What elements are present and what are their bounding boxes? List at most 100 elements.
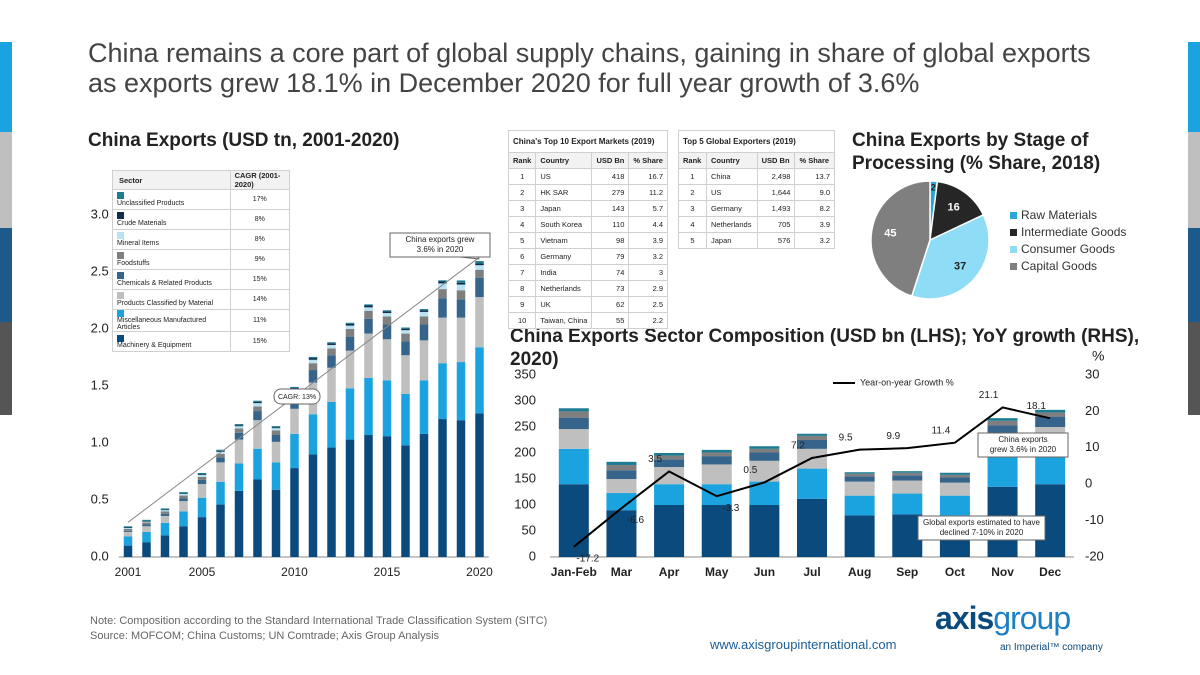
legend-label: Year-on-year Growth %	[860, 377, 954, 387]
bar-segment	[797, 440, 827, 449]
legend-header-cell: CAGR (2001-2020)	[229, 170, 291, 190]
x-tick-label: Jul	[803, 565, 820, 579]
bar-segment	[253, 403, 262, 407]
chart-title: China Exports (USD tn, 2001-2020)	[88, 130, 400, 151]
bar-segment	[216, 449, 225, 451]
data-label: -17.2	[576, 553, 599, 564]
x-tick-label: 2020	[466, 565, 493, 579]
table-title: Top 5 Global Exporters (2019)	[678, 130, 835, 153]
legend-label: Chemicals & Related Products	[117, 279, 212, 287]
bar-segment	[939, 474, 970, 478]
column-header: Country	[706, 152, 758, 169]
bar-segment	[179, 526, 188, 557]
legend-row: Chemicals & Related Products 15%	[112, 269, 291, 290]
bar-segment	[345, 329, 355, 337]
table-row: 3 Germany 1,493 8.2	[678, 200, 835, 217]
bar-segment	[327, 343, 336, 345]
legend-swatch	[1010, 229, 1017, 236]
table-cell: 9	[507, 296, 537, 313]
bar-segment	[160, 522, 170, 536]
bar-segment	[475, 347, 484, 414]
table-row: 7 India 74 3	[507, 264, 668, 281]
bar-segment	[892, 475, 923, 481]
bar-segment	[216, 453, 225, 458]
bar-segment	[142, 521, 151, 523]
bar-segment	[271, 426, 281, 428]
annotation: China exports grew 3.6% in 2020	[990, 435, 1057, 454]
bar-segment	[364, 378, 373, 436]
bar-segment	[939, 472, 970, 475]
bar-segment	[123, 530, 133, 532]
table-cell: Netherlands	[706, 216, 758, 233]
table-row: 5 Japan 576 3.2	[678, 232, 835, 249]
bar-segment	[160, 510, 170, 512]
side-band	[1188, 132, 1200, 228]
bar-segment	[123, 528, 133, 531]
table-cell: Vietnam	[535, 232, 593, 249]
x-tick-label: Mar	[611, 565, 633, 579]
y2-tick-label: -10	[1085, 512, 1104, 527]
bar-segment	[290, 433, 299, 469]
bar-segment	[327, 401, 336, 448]
legend-cagr: 8%	[229, 209, 291, 230]
bar-segment	[438, 317, 447, 364]
bar-segment	[939, 495, 970, 516]
legend-entry: Chemicals & Related Products	[112, 269, 231, 290]
table-cell: 3.9	[628, 232, 668, 249]
bar-segment	[234, 426, 244, 429]
bar-segment	[558, 411, 589, 418]
legend-table: Sector CAGR (2001-2020) Unclassified Produ…	[112, 170, 291, 353]
bar-segment	[844, 495, 875, 516]
bar-segment	[345, 350, 355, 389]
legend-label: Unclassified Products	[117, 199, 185, 207]
bar-segment	[987, 418, 1018, 421]
bar-segment	[271, 489, 281, 557]
table-cell: China	[706, 168, 758, 185]
bar-segment	[364, 333, 373, 379]
bar-segment	[123, 528, 133, 529]
bar-segment	[606, 470, 637, 479]
data-label: 9.9	[886, 431, 900, 442]
table-cell: 1,644	[756, 184, 796, 201]
bar-segment	[558, 417, 589, 430]
data-label: 0.5	[743, 465, 757, 476]
table-cell: 2,498	[756, 168, 796, 185]
table-cell: 576	[756, 232, 796, 249]
bar-segment	[797, 498, 827, 557]
table-cell: 11.2	[628, 184, 668, 201]
legend-cagr: 15%	[229, 269, 291, 290]
table-cell: 9.0	[794, 184, 835, 201]
table-cell: 5.7	[628, 200, 668, 217]
table-cell: 79	[591, 248, 630, 265]
x-tick-label: 2015	[374, 565, 401, 579]
bar-segment	[939, 482, 970, 496]
bar-segment	[271, 435, 281, 442]
bar-segment	[216, 462, 225, 482]
pie-slice	[910, 213, 990, 300]
bar-segment	[197, 497, 207, 518]
bar-segment	[475, 297, 484, 348]
y2-tick-label: -20	[1085, 548, 1104, 563]
callout-box	[917, 515, 1046, 541]
bar-segment	[797, 468, 827, 499]
table-cell: 73	[591, 280, 630, 297]
bar-segment	[253, 401, 262, 404]
annotation-line: China exports grew	[406, 235, 475, 244]
bar-segment	[179, 495, 188, 499]
table-title-row: Top 5 Global Exporters (2019)	[678, 130, 835, 153]
table-row: 1 China 2,498 13.7	[678, 168, 835, 185]
bar-segment	[308, 414, 318, 455]
bar-segment	[438, 419, 447, 557]
markets-table: China's Top 10 Export Markets (2019) Rank…	[507, 130, 668, 329]
bar-segment	[327, 367, 336, 402]
table-row: 9 UK 62 2.5	[507, 296, 668, 313]
bar-segment	[308, 359, 318, 364]
bar-segment	[160, 535, 170, 557]
bar-segment	[345, 388, 355, 440]
bar-segment	[749, 481, 780, 505]
bar-segment	[438, 363, 447, 420]
annotation-line: declined 7-10% in 2020	[940, 528, 1024, 537]
tagline: an Imperial™ company	[1000, 642, 1103, 653]
table-cell: 2	[678, 184, 707, 201]
table-cell: 1	[507, 168, 537, 185]
